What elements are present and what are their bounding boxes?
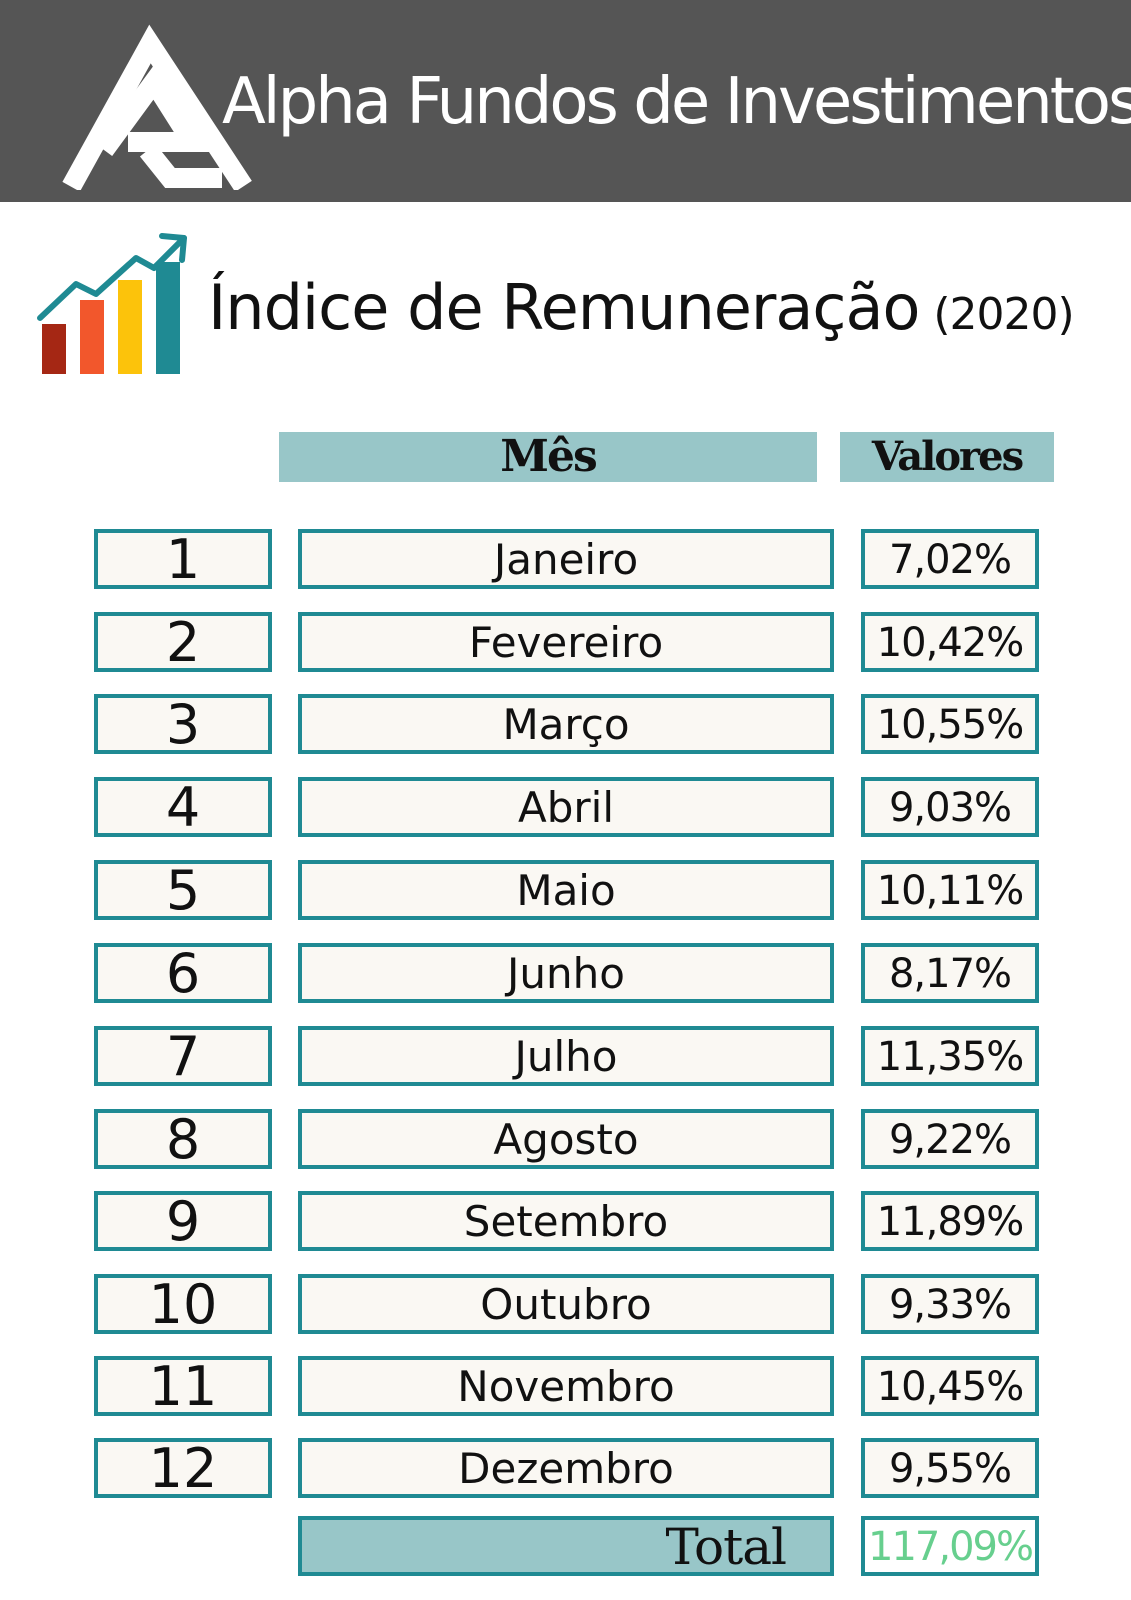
row-month: Junho	[298, 943, 834, 1003]
row-number: 6	[94, 943, 272, 1003]
row-month: Dezembro	[298, 1438, 834, 1498]
row-value: 10,45%	[861, 1356, 1039, 1416]
row-number: 5	[94, 860, 272, 920]
row-number: 4	[94, 777, 272, 837]
row-month: Setembro	[298, 1191, 834, 1251]
row-value: 7,02%	[861, 529, 1039, 589]
row-value: 10,42%	[861, 612, 1039, 672]
title-main: Índice de Remuneração	[208, 271, 920, 344]
row-number: 9	[94, 1191, 272, 1251]
total-value: 117,09%	[861, 1516, 1039, 1576]
row-month: Fevereiro	[298, 612, 834, 672]
triangle-logo-icon	[62, 24, 252, 190]
row-number: 2	[94, 612, 272, 672]
row-number: 12	[94, 1438, 272, 1498]
column-header-value: Valores	[840, 432, 1054, 482]
row-value: 9,22%	[861, 1109, 1039, 1169]
row-month: Agosto	[298, 1109, 834, 1169]
row-month: Outubro	[298, 1274, 834, 1334]
total-label: Total	[298, 1516, 834, 1576]
row-number: 7	[94, 1026, 272, 1086]
row-month: Novembro	[298, 1356, 834, 1416]
growth-chart-icon	[37, 233, 187, 374]
row-number: 1	[94, 529, 272, 589]
row-month: Janeiro	[298, 529, 834, 589]
row-number: 8	[94, 1109, 272, 1169]
row-value: 11,89%	[861, 1191, 1039, 1251]
row-month: Abril	[298, 777, 834, 837]
column-header-month: Mês	[279, 432, 817, 482]
row-value: 9,55%	[861, 1438, 1039, 1498]
row-value: 8,17%	[861, 943, 1039, 1003]
row-value: 10,11%	[861, 860, 1039, 920]
row-value: 10,55%	[861, 694, 1039, 754]
row-month: Julho	[298, 1026, 834, 1086]
row-number: 10	[94, 1274, 272, 1334]
row-value: 11,35%	[861, 1026, 1039, 1086]
row-value: 9,33%	[861, 1274, 1039, 1334]
row-value: 9,03%	[861, 777, 1039, 837]
page-title: Índice de Remuneração (2020)	[208, 271, 1075, 344]
header-banner: Alpha Fundos de Investimentos	[0, 0, 1131, 202]
brand-name: Alpha Fundos de Investimentos	[222, 65, 1131, 139]
row-month: Março	[298, 694, 834, 754]
row-number: 11	[94, 1356, 272, 1416]
row-number: 3	[94, 694, 272, 754]
title-year: (2020)	[933, 289, 1074, 340]
row-month: Maio	[298, 860, 834, 920]
